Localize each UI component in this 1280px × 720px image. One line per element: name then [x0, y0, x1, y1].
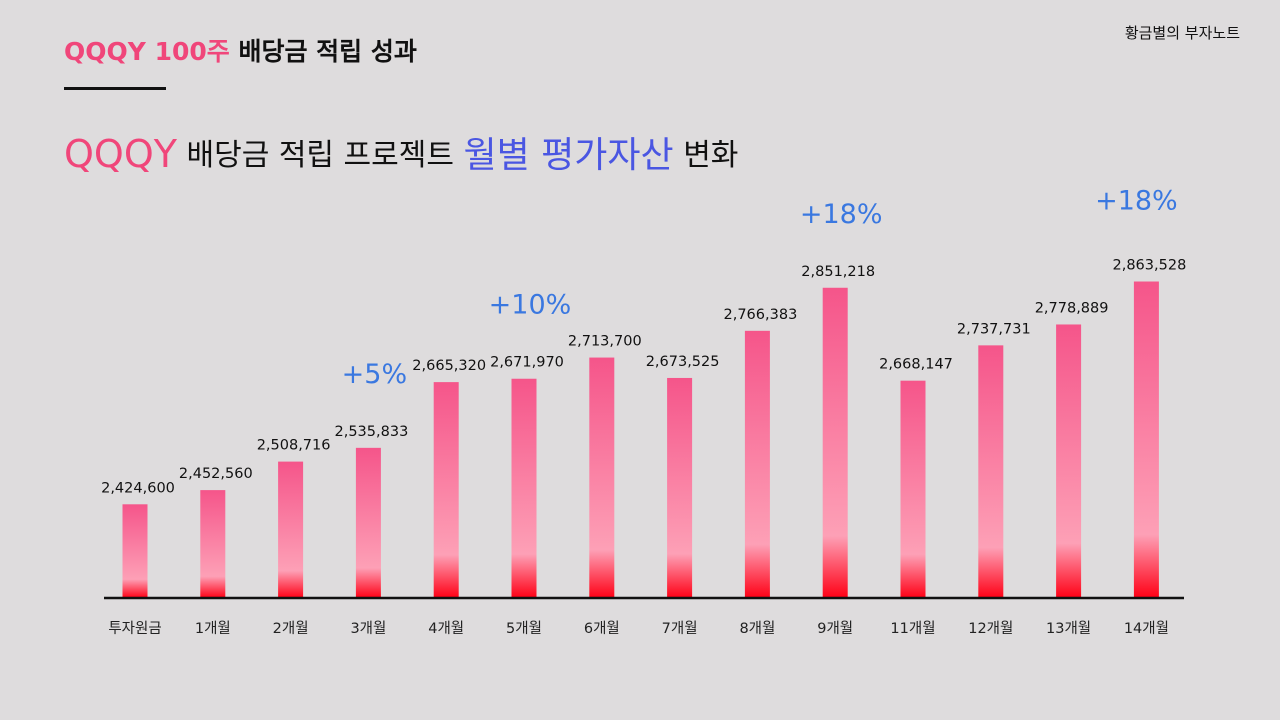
- growth-annotation-2: +18%: [800, 199, 883, 230]
- growth-annotation-0: +5%: [342, 359, 407, 390]
- category-label-0: 투자원금: [108, 620, 161, 637]
- category-label-5: 5개월: [506, 620, 542, 637]
- bar-2: [278, 461, 304, 598]
- brand-label: 황금별의 부자노트: [1124, 24, 1240, 42]
- page-title-ticker: QQQY 100주: [64, 37, 230, 66]
- bar-3: [355, 447, 381, 598]
- growth-annotation-1: +10%: [489, 290, 572, 321]
- category-label-13: 14개월: [1124, 620, 1169, 637]
- subtitle-accent: 월별 평가자산: [463, 135, 674, 176]
- value-label-1: 2,452,560: [179, 466, 253, 482]
- category-label-4: 4개월: [428, 620, 464, 637]
- value-label-13: 2,863,528: [1113, 258, 1187, 274]
- bar-9: [822, 287, 848, 598]
- category-label-9: 9개월: [817, 620, 853, 637]
- page-title: QQQY 100주 배당금 적립 성과: [64, 32, 417, 68]
- value-label-11: 2,737,731: [957, 321, 1031, 337]
- subtitle-part1: 배당금 적립 프로젝트: [176, 138, 464, 173]
- category-label-7: 7개월: [662, 620, 698, 637]
- title-underline: [64, 87, 166, 90]
- growth-annotation-3: +18%: [1095, 186, 1178, 217]
- bar-0: [122, 504, 148, 598]
- bar-11: [978, 345, 1004, 598]
- value-label-12: 2,778,889: [1035, 300, 1109, 316]
- value-label-5: 2,671,970: [490, 355, 564, 371]
- category-label-10: 11개월: [890, 620, 935, 637]
- subtitle-ticker: QQQY: [64, 132, 177, 176]
- bar-6: [589, 357, 615, 598]
- bar-5: [511, 378, 537, 598]
- value-label-0: 2,424,600: [101, 480, 175, 496]
- category-label-1: 1개월: [195, 620, 231, 637]
- bar-4: [433, 382, 459, 598]
- bar-1: [200, 490, 226, 598]
- value-label-10: 2,668,147: [879, 357, 953, 373]
- value-label-6: 2,713,700: [568, 334, 642, 350]
- value-label-2: 2,508,716: [257, 438, 331, 454]
- bar-8: [744, 330, 770, 598]
- category-label-11: 12개월: [968, 620, 1013, 637]
- value-label-4: 2,665,320: [412, 358, 486, 374]
- bar-12: [1056, 324, 1082, 598]
- category-label-12: 13개월: [1046, 620, 1091, 637]
- bar-7: [667, 377, 693, 598]
- category-label-8: 8개월: [739, 620, 775, 637]
- value-label-3: 2,535,833: [335, 424, 409, 440]
- value-label-8: 2,766,383: [724, 307, 798, 323]
- chart-subtitle: QQQY 배당금 적립 프로젝트 월별 평가자산 변화: [64, 126, 738, 178]
- page-title-text: 배당금 적립 성과: [229, 37, 417, 66]
- category-label-6: 6개월: [584, 620, 620, 637]
- category-label-2: 2개월: [273, 620, 309, 637]
- bar-13: [1133, 281, 1159, 598]
- subtitle-part2: 변화: [673, 138, 739, 173]
- value-label-7: 2,673,525: [646, 354, 720, 370]
- bar-10: [900, 380, 926, 598]
- value-label-9: 2,851,218: [801, 264, 875, 280]
- category-label-3: 3개월: [350, 620, 386, 637]
